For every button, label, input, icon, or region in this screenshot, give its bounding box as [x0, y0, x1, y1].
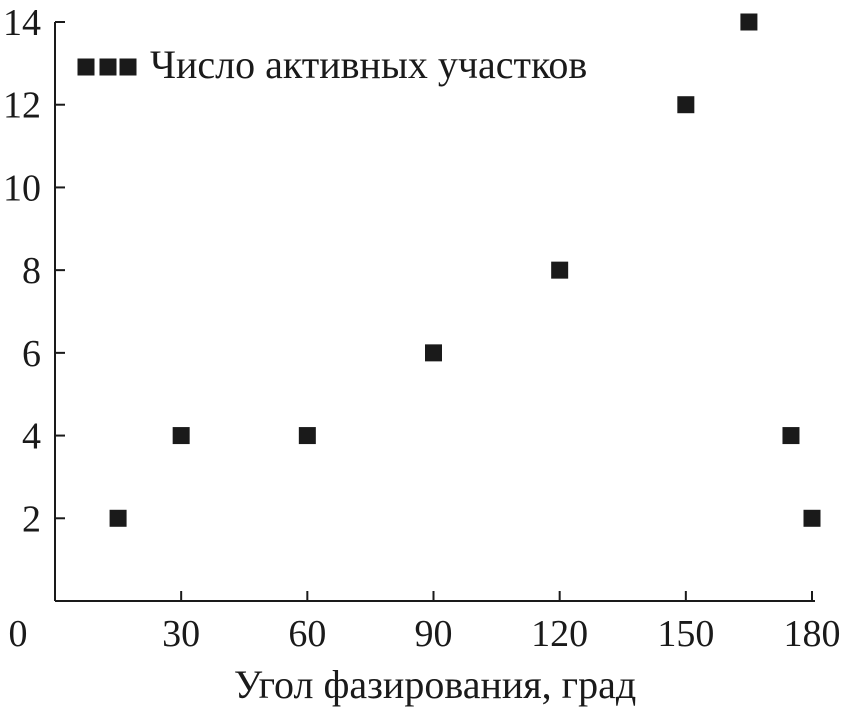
y-tick-label: 2 — [22, 498, 41, 540]
legend-marker — [119, 58, 137, 76]
x-tick-label: 0 — [9, 613, 28, 655]
x-axis-title: Угол фазирования, град — [234, 662, 636, 707]
data-point — [298, 427, 316, 445]
x-tick-label: 150 — [657, 613, 714, 655]
data-point — [425, 344, 442, 362]
data-point — [803, 509, 821, 527]
legend-marker — [99, 58, 117, 76]
y-ticks: 2 4 6 8 10 12 14 — [3, 2, 65, 540]
x-tick-label: 120 — [531, 613, 588, 655]
y-tick-label: 14 — [3, 2, 41, 44]
legend-label: Число активных участков — [150, 42, 587, 87]
y-tick-label: 4 — [22, 416, 41, 458]
x-tick-label: 60 — [288, 613, 326, 655]
y-tick-label: 8 — [22, 250, 41, 292]
y-tick-label: 10 — [3, 167, 41, 209]
data-point — [109, 509, 127, 527]
legend: Число активных участков — [77, 42, 587, 87]
data-point — [782, 427, 800, 445]
x-tick-label: 30 — [162, 613, 200, 655]
y-tick-label: 6 — [22, 333, 41, 375]
data-points — [109, 13, 821, 527]
x-ticks: 0 30 60 90 120 150 180 — [9, 591, 841, 655]
legend-marker — [77, 58, 95, 76]
y-tick-label: 12 — [3, 85, 41, 127]
legend-markers — [77, 58, 137, 76]
x-tick-label: 90 — [415, 613, 453, 655]
axes — [54, 22, 815, 602]
data-point — [551, 261, 569, 279]
x-tick-label: 180 — [784, 613, 841, 655]
data-point — [677, 96, 695, 114]
data-point — [172, 427, 190, 445]
data-point — [740, 13, 758, 31]
